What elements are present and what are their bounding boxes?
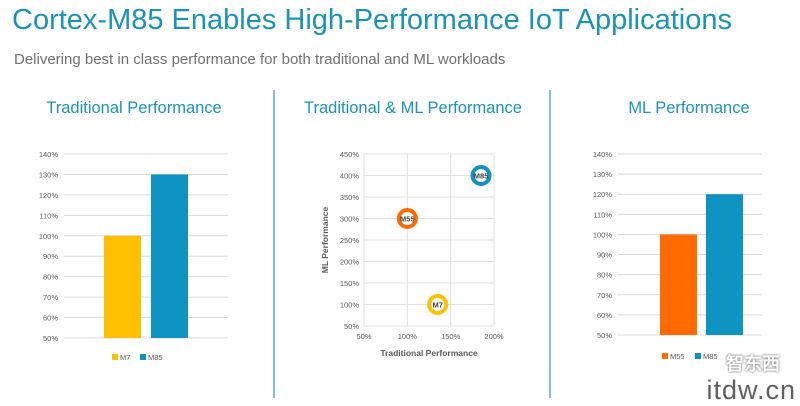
y-tick-label: 50%: [344, 322, 359, 331]
point-m7: [427, 294, 449, 315]
panel-divider-right: [549, 90, 551, 398]
x-tick-label: 50%: [356, 332, 371, 341]
y-tick-label: 100%: [340, 301, 360, 310]
legend-swatch: [662, 353, 668, 359]
x-tick-label: 200%: [484, 332, 504, 341]
legend-label: M85: [148, 353, 163, 362]
y-tick-label: 120%: [39, 191, 59, 200]
legend-swatch: [140, 354, 146, 360]
legend-swatch: [112, 354, 118, 360]
y-tick-label: 250%: [340, 236, 360, 245]
x-tick-label: 150%: [441, 332, 461, 341]
x-axis-label: Traditional Performance: [380, 348, 478, 358]
y-tick-label: 70%: [43, 293, 58, 302]
y-tick-label: 120%: [593, 190, 613, 199]
point-label: M55: [400, 215, 415, 224]
y-tick-label: 400%: [340, 172, 360, 181]
bar-m55: [660, 234, 697, 335]
legend-label: M85: [703, 352, 718, 361]
y-tick-label: 140%: [593, 150, 613, 159]
y-tick-label: 80%: [43, 273, 58, 282]
watermark-logo: 智东西: [726, 354, 780, 374]
panel-title-traditional-ml: Traditional & ML Performance: [304, 99, 522, 117]
y-tick-label: 90%: [43, 252, 58, 261]
point-label: M85: [474, 172, 489, 181]
y-tick-label: 50%: [597, 331, 612, 340]
y-tick-label: 50%: [43, 334, 58, 343]
legend-label: M55: [670, 352, 685, 361]
y-tick-label: 450%: [340, 150, 360, 159]
bar-m7: [104, 235, 141, 338]
x-tick-label: 100%: [398, 332, 418, 341]
y-axis-label: ML Performance: [320, 207, 330, 274]
watermark: itdw.cn: [706, 375, 796, 405]
bar-m85: [706, 194, 743, 335]
legend-label: M7: [120, 353, 130, 362]
panel-divider-left: [273, 90, 275, 398]
panel-title-ml: ML Performance: [628, 99, 750, 117]
traditional-performance-chart: 50% 60% 70% 80% 90% 100% 110% 120% 130% 140% M7 M85: [39, 150, 228, 362]
point-m55: [396, 208, 418, 229]
y-tick-label: 140%: [39, 150, 59, 159]
y-tick-label: 70%: [597, 291, 612, 300]
y-tick-label: 60%: [597, 311, 612, 320]
y-tick-label: 90%: [597, 251, 612, 260]
traditional-ml-performance-chart: 50% 100% 150% 200% 250% 300% 350% 400% 450% 50% 10…: [320, 150, 504, 358]
y-tick-label: 130%: [39, 170, 59, 179]
y-tick-label: 100%: [593, 230, 613, 239]
panel-title-traditional: Traditional Performance: [46, 99, 222, 117]
page-subtitle: Delivering best in class performance for…: [14, 51, 506, 68]
point-m85: [470, 165, 492, 186]
y-tick-label: 110%: [593, 210, 612, 219]
y-tick-label: 300%: [340, 215, 360, 224]
y-tick-label: 100%: [39, 232, 59, 241]
bar-m85: [151, 174, 188, 338]
legend-swatch: [695, 353, 701, 359]
y-tick-label: 80%: [597, 271, 612, 280]
page-title: Cortex-M85 Enables High-Performance IoT …: [12, 4, 732, 36]
y-tick-label: 200%: [340, 258, 360, 267]
y-tick-label: 350%: [340, 193, 360, 202]
ml-performance-chart: 50% 60% 70% 80% 90% 100% 110% 120% 130% 140% M55 M8…: [593, 150, 762, 361]
y-tick-label: 150%: [340, 279, 360, 288]
y-tick-label: 110%: [39, 211, 58, 220]
y-tick-label: 130%: [593, 170, 613, 179]
point-label: M7: [432, 301, 442, 310]
y-tick-label: 60%: [43, 314, 58, 323]
